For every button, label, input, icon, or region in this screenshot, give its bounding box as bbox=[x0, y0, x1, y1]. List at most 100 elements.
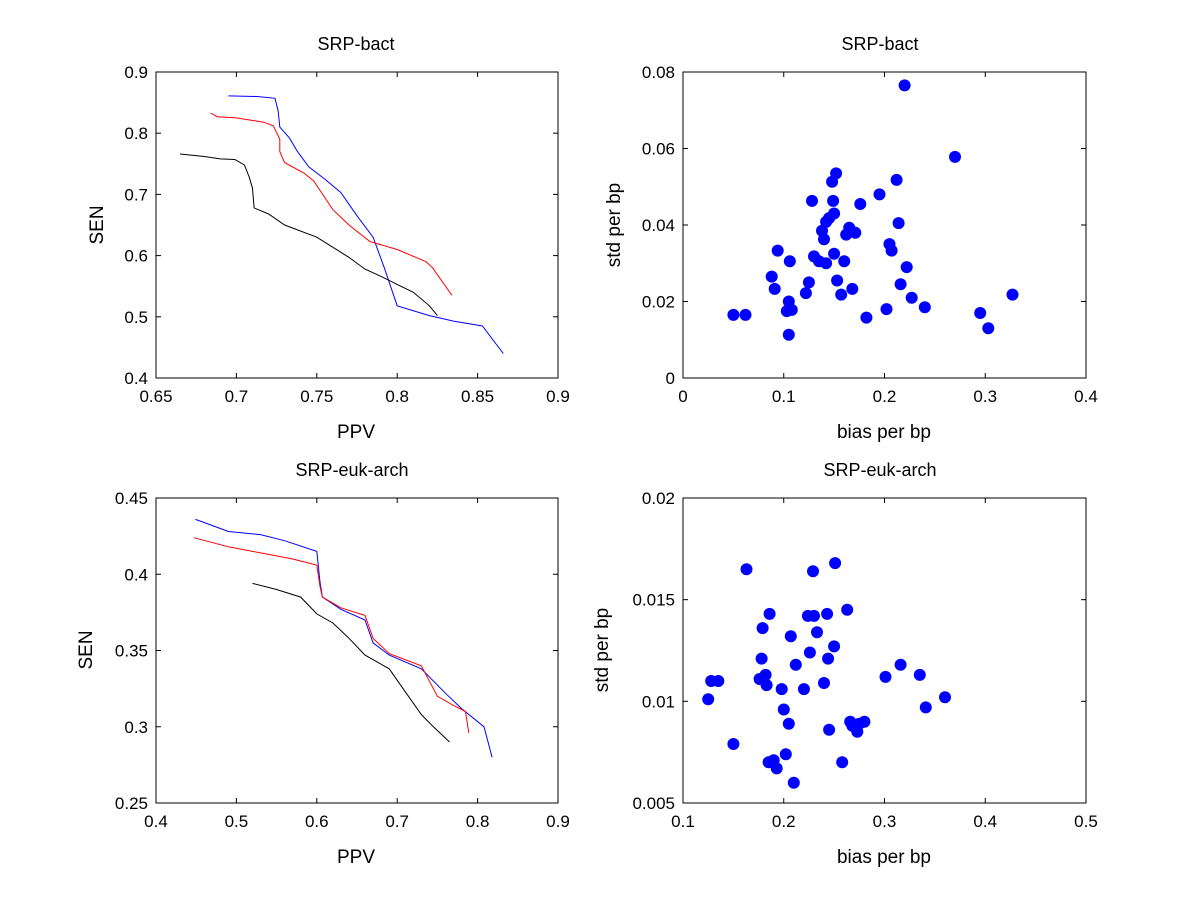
chart-title: SRP-euk-arch bbox=[295, 460, 408, 480]
y-tick-label: 0.35 bbox=[115, 642, 148, 661]
scatter-point bbox=[775, 683, 788, 696]
scatter-point bbox=[811, 626, 823, 639]
scatter-point bbox=[879, 670, 892, 683]
scatter-point bbox=[890, 173, 903, 186]
scatter-point bbox=[712, 675, 725, 687]
scatter-point bbox=[759, 668, 772, 681]
x-axis-label: bias per bp bbox=[837, 422, 931, 443]
y-tick-label: 0.7 bbox=[124, 185, 148, 204]
x-tick-label: 0.9 bbox=[546, 812, 570, 831]
scatter-point bbox=[803, 646, 816, 659]
scatter-point bbox=[836, 756, 849, 769]
scatter-point bbox=[739, 308, 752, 321]
x-axis-label: bias per bp bbox=[837, 847, 931, 868]
y-tick-label: 0.25 bbox=[115, 794, 148, 813]
scatter-point bbox=[806, 194, 818, 207]
scatter-point bbox=[913, 668, 926, 681]
scatter-point bbox=[828, 207, 841, 220]
scatter-point bbox=[918, 301, 931, 314]
scatter-point bbox=[827, 194, 840, 207]
scatter-point bbox=[756, 622, 769, 635]
scatter-point bbox=[949, 150, 961, 163]
scatter-point bbox=[894, 658, 907, 671]
scatter-point bbox=[823, 723, 836, 736]
scatter-point bbox=[740, 563, 753, 576]
x-tick-label: 0.8 bbox=[385, 387, 409, 406]
scatter-point bbox=[807, 565, 819, 578]
scatter-point bbox=[828, 247, 841, 260]
scatter-point bbox=[828, 640, 841, 653]
scatter-point bbox=[860, 311, 873, 324]
scatter-point bbox=[919, 701, 932, 714]
x-tick-label: 0.85 bbox=[461, 387, 494, 406]
x-tick-label: 0.1 bbox=[671, 812, 695, 831]
x-tick-label: 0.65 bbox=[139, 387, 172, 406]
scatter-point bbox=[768, 282, 781, 295]
y-tick-label: 0.02 bbox=[642, 489, 675, 508]
chart-std-bias-euk-arch: SRP-euk-arch bias per bp std per bp 0.1 0… bbox=[592, 460, 1098, 868]
chart-title: SRP-euk-arch bbox=[823, 460, 936, 480]
scatter-point bbox=[760, 679, 773, 692]
y-axis-label: SEN bbox=[76, 630, 97, 669]
scatter-point bbox=[838, 255, 851, 268]
chart-sen-ppv-euk-arch: SRP-euk-arch PPV SEN 0.4 0.5 0.6 0.7 0.8 0.9 0… bbox=[76, 460, 570, 868]
series-line-blue bbox=[195, 518, 493, 758]
scatter-point bbox=[799, 287, 812, 300]
scatter-point bbox=[765, 270, 778, 283]
y-tick-label: 0.6 bbox=[124, 247, 148, 266]
y-axis-label: SEN bbox=[87, 205, 108, 244]
scatter-point bbox=[787, 776, 800, 789]
scatter-point bbox=[858, 715, 871, 728]
y-tick-label: 0.5 bbox=[124, 308, 148, 327]
scatter-point bbox=[854, 198, 867, 210]
scatter-point bbox=[784, 630, 797, 643]
y-tick-label: 0.3 bbox=[124, 718, 148, 737]
scatter-point bbox=[822, 652, 835, 665]
scatter-point bbox=[818, 233, 830, 246]
series-line-blue bbox=[228, 95, 504, 354]
y-axis-label: std per bp bbox=[604, 183, 625, 268]
scatter-point bbox=[818, 677, 830, 689]
x-tick-label: 0 bbox=[678, 387, 687, 406]
y-tick-label: 0.9 bbox=[124, 63, 148, 82]
x-tick-label: 0.3 bbox=[973, 387, 997, 406]
scatter-point bbox=[829, 557, 842, 570]
y-tick-label: 0.005 bbox=[632, 794, 675, 813]
scatter-point bbox=[779, 748, 792, 761]
scatter-point bbox=[982, 322, 995, 335]
scatter-point bbox=[802, 276, 815, 289]
x-tick-label: 0.6 bbox=[305, 812, 329, 831]
scatter-point bbox=[939, 691, 951, 704]
scatter-point bbox=[727, 308, 740, 321]
scatter-point bbox=[894, 278, 907, 291]
x-axis-label: PPV bbox=[337, 422, 375, 443]
y-tick-label: 0.4 bbox=[124, 565, 148, 584]
chart-title: SRP-bact bbox=[317, 34, 394, 54]
series-line-black bbox=[252, 582, 450, 743]
scatter-point bbox=[905, 291, 918, 304]
x-tick-label: 0.7 bbox=[385, 812, 409, 831]
scatter-point bbox=[974, 307, 987, 319]
scatter-point bbox=[1006, 288, 1019, 301]
x-tick-label: 0.2 bbox=[772, 812, 796, 831]
scatter-point bbox=[777, 703, 790, 716]
scatter-point bbox=[831, 274, 844, 287]
scatter-point bbox=[771, 244, 784, 257]
x-tick-label: 0.75 bbox=[300, 387, 333, 406]
scatter-point bbox=[755, 652, 768, 665]
series-line-black bbox=[180, 153, 438, 316]
y-tick-label: 0.4 bbox=[124, 369, 148, 388]
y-tick-label: 0.02 bbox=[642, 293, 675, 312]
scatter-point bbox=[873, 188, 886, 201]
scatter-point bbox=[835, 288, 848, 301]
plot-frame bbox=[155, 71, 559, 379]
scatter-point bbox=[846, 282, 859, 295]
scatter-point bbox=[797, 683, 810, 696]
scatter-point bbox=[808, 609, 820, 622]
series-line-red bbox=[193, 537, 470, 733]
scatter-point bbox=[727, 738, 740, 750]
scatter-point bbox=[782, 717, 795, 730]
x-tick-label: 0.4 bbox=[144, 812, 168, 831]
